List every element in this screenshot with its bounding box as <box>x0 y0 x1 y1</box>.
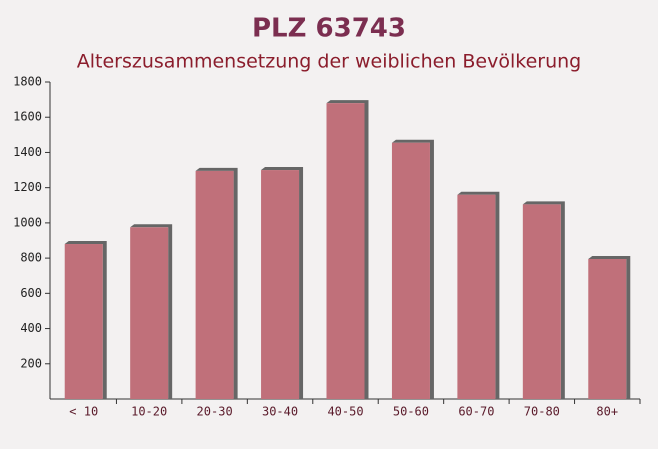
y-tick-label: 600 <box>20 286 42 300</box>
x-tick-label: 20-30 <box>197 405 233 419</box>
bar <box>261 170 300 399</box>
y-tick-label: 800 <box>20 251 42 265</box>
bar <box>457 194 496 399</box>
bar <box>588 258 627 399</box>
bar <box>326 103 365 399</box>
y-tick-label: 1200 <box>13 180 42 194</box>
bar <box>522 204 561 399</box>
chart-subtitle: Alterszusammensetzung der weiblichen Bev… <box>77 51 581 73</box>
x-tick-label: < 10 <box>69 405 98 419</box>
bar <box>64 244 103 399</box>
y-tick-label: 1000 <box>13 215 42 229</box>
y-tick-label: 1800 <box>13 75 42 89</box>
y-tick-label: 400 <box>20 321 42 335</box>
x-tick-label: 30-40 <box>262 405 298 419</box>
y-tick-label: 200 <box>20 356 42 370</box>
bar <box>130 227 169 399</box>
x-tick-label: 60-70 <box>458 405 494 419</box>
x-tick-label: 70-80 <box>524 405 560 419</box>
y-tick-label: 1400 <box>13 145 42 159</box>
y-tick-label: 1600 <box>13 110 42 124</box>
x-tick-label: 40-50 <box>327 405 363 419</box>
x-tick-label: 10-20 <box>131 405 167 419</box>
bar <box>391 142 430 399</box>
chart-title: PLZ 63743 <box>252 14 406 44</box>
x-tick-label: 50-60 <box>393 405 429 419</box>
bar <box>195 170 234 399</box>
x-tick-label: 80+ <box>596 405 618 419</box>
